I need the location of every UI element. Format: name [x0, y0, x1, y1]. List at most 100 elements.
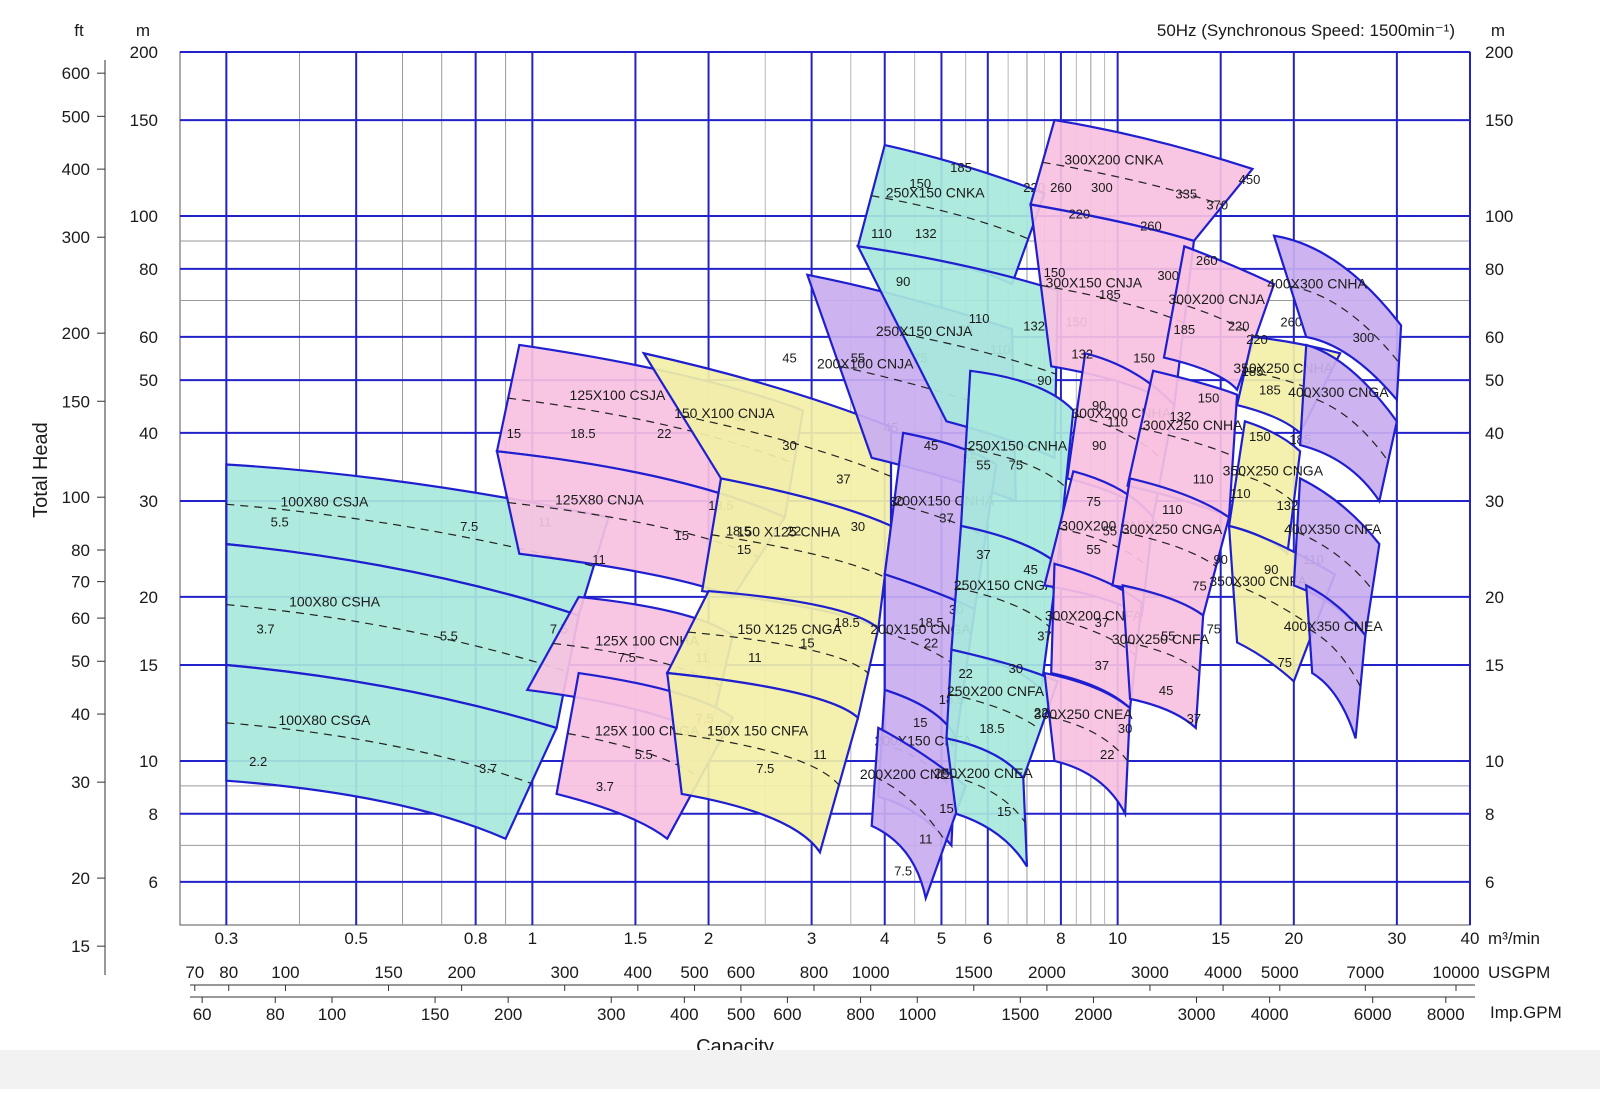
m-tick-right: 50 [1485, 371, 1504, 390]
pump-region-area [1298, 343, 1399, 504]
ft-unit-label: ft [74, 21, 84, 40]
motor-kw-label: 335 [1175, 186, 1197, 201]
motor-kw-label: 7.5 [756, 761, 774, 776]
motor-kw-label: 22 [958, 666, 972, 681]
motor-kw-label: 18.5 [726, 523, 751, 538]
m-tick-left: 50 [139, 371, 158, 390]
motor-kw-label: 370 [1206, 197, 1228, 212]
pump-region-area [945, 737, 1029, 868]
motor-kw-label: 300 [1157, 268, 1179, 283]
m-unit-label-left: m [136, 21, 150, 40]
series-label: 400X300 CNGA [1288, 384, 1389, 400]
pump-region: 100X80 CSGA 2.2 3.7 [225, 663, 559, 841]
motor-kw-label: 15 [913, 715, 927, 730]
motor-kw-label: 220 [1246, 332, 1268, 347]
motor-kw-label: 30 [1009, 661, 1023, 676]
impeller-curve [1308, 628, 1361, 688]
motor-kw-label: 150 [1133, 351, 1155, 366]
pump-region-area [225, 663, 559, 841]
usgpm-tick-label: 7000 [1346, 963, 1384, 982]
motor-kw-label: 5.5 [635, 747, 653, 762]
series-label: 300X200 CNFA [1045, 607, 1143, 623]
motor-kw-label: 11 [748, 650, 762, 665]
ft-tick-label: 400 [62, 160, 90, 179]
m-tick-left: 150 [130, 111, 158, 130]
usgpm-tick-label: 4000 [1204, 963, 1242, 982]
impgpm-tick-label: 3000 [1178, 1005, 1216, 1024]
m-tick-right: 10 [1485, 752, 1504, 771]
m3-tick: 30 [1387, 929, 1406, 948]
motor-kw-label: 185 [1242, 364, 1264, 379]
motor-kw-label: 90 [1092, 398, 1106, 413]
m-tick-left: 6 [149, 873, 158, 892]
motor-kw-label: 15 [507, 426, 521, 441]
motor-kw-label: 90 [896, 274, 910, 289]
x-unit-m3: m³/min [1488, 929, 1540, 948]
ft-tick-label: 40 [71, 705, 90, 724]
impeller-curve [902, 333, 1057, 375]
impgpm-tick-label: 200 [494, 1005, 522, 1024]
series-label: 200X150 CNGA [870, 621, 971, 637]
motor-kw-label: 90 [1264, 562, 1278, 577]
impeller-curve [508, 397, 795, 465]
usgpm-tick-label: 150 [374, 963, 402, 982]
motor-kw-label: 110 [969, 311, 990, 326]
motor-kw-label: 150 [1044, 265, 1066, 280]
impeller-curve [956, 587, 1050, 628]
motor-kw-label: 18.5 [918, 615, 943, 630]
impeller-curve [1173, 301, 1256, 338]
ft-tick-label: 150 [62, 392, 90, 411]
motor-kw-label: 185 [1173, 322, 1195, 337]
ft-tick-label: 600 [62, 64, 90, 83]
pump-region: 300X200 CNJA 260 220 185 [1162, 244, 1276, 392]
m3-tick: 1.5 [624, 929, 648, 948]
motor-kw-label: 37 [939, 510, 953, 525]
pump-region-area [1304, 583, 1367, 739]
ft-tick-label: 20 [71, 869, 90, 888]
m3-tick: 0.8 [464, 929, 488, 948]
ft-tick-label: 15 [71, 937, 90, 956]
ft-tick-label: 300 [62, 228, 90, 247]
motor-kw-label: 22 [1100, 747, 1114, 762]
m-tick-right: 8 [1485, 805, 1494, 824]
motor-kw-label: 75 [1086, 494, 1100, 509]
motor-kw-label: 90 [1037, 373, 1051, 388]
m3-tick: 1 [528, 929, 537, 948]
pump-region: 250X200 CNEA 18.5 15 22 [934, 705, 1048, 868]
motor-kw-label: 37 [1037, 628, 1051, 643]
motor-kw-label: 300 [1353, 330, 1375, 345]
motor-kw-label: 132 [915, 226, 937, 241]
series-label: 400X300 CNHA [1267, 275, 1367, 291]
motor-kw-label: 110 [1230, 486, 1251, 501]
impeller-curve [965, 447, 1066, 488]
impeller-curve [682, 415, 892, 478]
usgpm-tick-label: 1000 [852, 963, 890, 982]
series-label: 250X150 CNGA [954, 577, 1055, 593]
motor-kw-label: 18.5 [834, 615, 859, 630]
m-tick-left: 80 [139, 260, 158, 279]
m-tick-left: 15 [139, 656, 158, 675]
motor-kw-label: 45 [782, 351, 796, 366]
ft-tick-label: 200 [62, 324, 90, 343]
motor-kw-label: 110 [1107, 414, 1128, 429]
impeller-curve [508, 501, 760, 558]
motor-kw-label: 132 [1277, 498, 1299, 513]
impeller-curve [1121, 531, 1217, 567]
pump-region: 300X200 CNFA553745 [1045, 542, 1144, 711]
series-label: 250X200 CNEA [934, 765, 1034, 781]
series-label: 250X200 CNFA [947, 683, 1045, 699]
series-label: 350X250 CNGA [1223, 463, 1324, 479]
m-tick-left: 30 [139, 492, 158, 511]
motor-kw-label: 75 [1278, 655, 1292, 670]
motor-kw-label: 15 [675, 528, 689, 543]
motor-kw-label: 7.5 [618, 650, 636, 665]
y-axis-title: Total Head [30, 422, 52, 518]
pump-region: 300X250 CNGA 110 90 75 [1111, 477, 1231, 618]
usgpm-tick-label: 200 [447, 963, 475, 982]
m3-tick: 40 [1461, 929, 1480, 948]
m3-tick: 4 [880, 929, 889, 948]
ft-tick-label: 50 [71, 652, 90, 671]
impgpm-tick-label: 2000 [1075, 1005, 1113, 1024]
impeller-curve [674, 732, 840, 786]
